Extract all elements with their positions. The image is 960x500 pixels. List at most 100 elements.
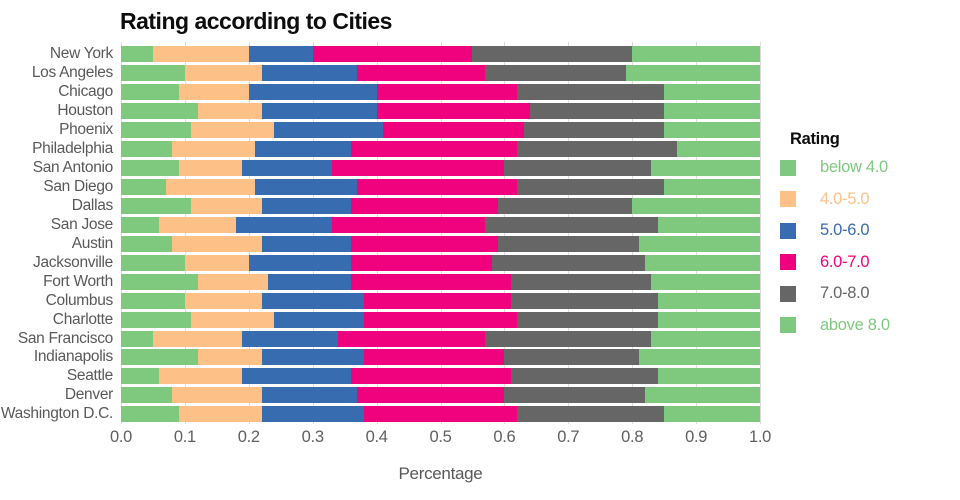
bar-segment-4-0-5-0: [172, 387, 262, 404]
bar-row-san-jose: [121, 215, 760, 234]
bar-segment-below-4-0: [121, 387, 173, 404]
gridline-0.6: [504, 42, 506, 424]
bar-row-jacksonville: [121, 253, 760, 272]
y-label-houston: Houston: [57, 102, 113, 120]
bar-segment-6-0-7-0: [331, 160, 505, 177]
bar-segment-above-8-0: [651, 273, 760, 290]
bar-segment-below-4-0: [121, 349, 198, 366]
bar-row-denver: [121, 386, 760, 405]
x-tick-0.1: 0.1: [173, 428, 196, 446]
gridline-0.7: [568, 42, 570, 424]
bar-segment-above-8-0: [638, 349, 760, 366]
bar-segment-below-4-0: [121, 273, 198, 290]
legend-swatch-7-0-8-0: [780, 285, 796, 302]
bar-segment-below-4-0: [121, 179, 166, 196]
bar-segment-4-0-5-0: [184, 254, 249, 271]
bar-segment-7-0-8-0: [485, 65, 626, 82]
y-label-phoenix: Phoenix: [59, 121, 113, 139]
gridlines: [121, 42, 761, 424]
y-label-dallas: Dallas: [71, 196, 114, 214]
bar-track: [121, 311, 760, 328]
legend-label-below-4-0: below 4.0: [820, 158, 888, 176]
bar-segment-below-4-0: [121, 368, 160, 385]
y-label-fort-worth: Fort Worth: [43, 272, 113, 290]
bar-segment-7-0-8-0: [485, 216, 658, 233]
y-label-chicago: Chicago: [58, 83, 113, 101]
bar-segment-6-0-7-0: [363, 406, 518, 423]
bar-segment-7-0-8-0: [510, 292, 658, 309]
bar-segment-6-0-7-0: [331, 216, 486, 233]
bar-segment-5-0-6-0: [255, 179, 358, 196]
bar-segment-5-0-6-0: [261, 349, 364, 366]
x-tick-0.9: 0.9: [685, 428, 708, 446]
bar-track: [121, 122, 760, 139]
bar-segment-5-0-6-0: [248, 254, 352, 271]
bar-segment-5-0-6-0: [267, 273, 352, 290]
bar-segment-4-0-5-0: [191, 122, 275, 139]
bar-segment-6-0-7-0: [338, 330, 486, 347]
legend-label-6-0-7-0: 6.0-7.0: [820, 252, 870, 271]
bar-row-seattle: [121, 367, 760, 386]
bar-segment-above-8-0: [657, 216, 760, 233]
bar-track: [121, 406, 760, 423]
bar-segment-below-4-0: [121, 254, 185, 271]
bar-segment-7-0-8-0: [504, 387, 645, 404]
x-tick-0.2: 0.2: [237, 428, 260, 446]
bar-segment-below-4-0: [121, 84, 179, 101]
bar-segment-5-0-6-0: [261, 103, 377, 120]
bar-segment-above-8-0: [657, 368, 760, 385]
y-label-indianapolis: Indianapolis: [33, 348, 113, 366]
x-tick-0.8: 0.8: [621, 428, 644, 446]
legend-label-5-0-6-0: 5.0-6.0: [820, 221, 870, 239]
bar-segment-5-0-6-0: [274, 311, 364, 328]
bar-row-austin: [121, 234, 760, 253]
bar-segment-above-8-0: [625, 65, 760, 82]
bar-segment-above-8-0: [664, 179, 760, 196]
bar-segment-above-8-0: [676, 141, 760, 158]
bar-track: [121, 46, 760, 63]
bar-segment-above-8-0: [657, 292, 760, 309]
plot-area: [121, 42, 761, 424]
gridline-0.9: [696, 42, 698, 424]
bar-segment-5-0-6-0: [261, 65, 358, 82]
y-axis-labels: New York Los Angeles Chicago Houston Phoenix…: [0, 45, 113, 424]
bar-segment-7-0-8-0: [510, 368, 658, 385]
bar-segment-4-0-5-0: [191, 311, 275, 328]
bar-segment-below-4-0: [121, 406, 179, 423]
bar-segment-6-0-7-0: [363, 292, 511, 309]
legend-entry-7-0-8-0: 7.0-8.0: [780, 284, 955, 303]
legend-swatch-6-0-7-0: [780, 254, 796, 270]
bar-segment-7-0-8-0: [523, 122, 665, 139]
bar-segment-7-0-8-0: [517, 406, 665, 423]
y-label-san-francisco: San Francisco: [17, 329, 113, 347]
bar-segment-4-0-5-0: [178, 406, 262, 423]
bar-segment-7-0-8-0: [472, 46, 633, 63]
bar-segment-below-4-0: [121, 65, 185, 82]
bar-segment-above-8-0: [651, 330, 760, 347]
gridline-0.8: [632, 42, 634, 424]
bar-segment-above-8-0: [644, 387, 760, 404]
gridline-0.5: [440, 42, 442, 424]
bar-segment-4-0-5-0: [191, 197, 262, 214]
x-tick-0.3: 0.3: [301, 428, 324, 446]
bar-segment-below-4-0: [121, 216, 160, 233]
bar-segment-5-0-6-0: [242, 160, 332, 177]
bar-segment-6-0-7-0: [363, 349, 505, 366]
bar-track: [121, 103, 760, 120]
bar-segment-above-8-0: [644, 254, 760, 271]
bar-row-chicago: [121, 83, 760, 102]
x-axis-title: Percentage: [398, 464, 483, 483]
bar-track: [121, 254, 760, 271]
bar-segment-above-8-0: [664, 84, 760, 101]
bar-segment-7-0-8-0: [517, 179, 665, 196]
bar-row-san-diego: [121, 178, 760, 197]
bar-segment-5-0-6-0: [255, 141, 352, 158]
x-tick-0.7: 0.7: [557, 428, 580, 446]
bar-track: [121, 292, 760, 309]
bar-row-san-francisco: [121, 329, 760, 348]
y-label-austin: Austin: [71, 234, 114, 252]
bar-segment-6-0-7-0: [351, 368, 511, 385]
bar-segment-below-4-0: [121, 160, 179, 177]
bar-segment-5-0-6-0: [236, 216, 332, 233]
